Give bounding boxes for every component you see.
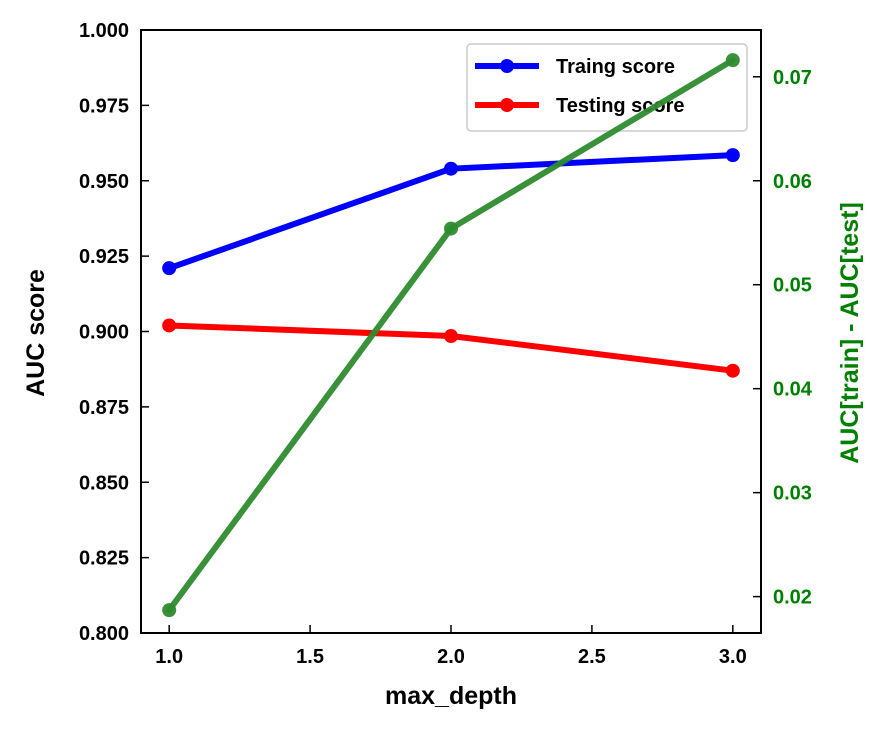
y-tick-label: 0.875: [79, 397, 129, 419]
y-tick-label: 0.975: [79, 95, 129, 117]
y-right-tick-label: 0.07: [773, 67, 812, 89]
y-right-tick-label: 0.06: [773, 171, 812, 193]
y-tick-label: 0.950: [79, 171, 129, 193]
series-point-0: [162, 261, 177, 276]
series-point-2: [444, 221, 458, 236]
x-tick-label: 2.0: [437, 646, 465, 668]
x-axis: 1.0 1.5 2.0 2.5 3.0: [155, 625, 747, 668]
y-axis-right: 0.02 0.03 0.04 0.05 0.06 0.07: [753, 67, 813, 609]
series-point-2: [725, 53, 740, 68]
y-right-tick-label: 0.02: [773, 587, 812, 609]
y-tick-label: 1.000: [79, 20, 129, 42]
y-axis-right-title: AUC[train] - AUC[test]: [836, 202, 864, 464]
y-right-tick-label: 0.04: [773, 379, 813, 401]
x-axis-title: max_depth: [385, 682, 517, 710]
legend-label-training: Traing score: [556, 56, 675, 78]
x-tick-label: 1.0: [155, 646, 183, 668]
y-right-tick-label: 0.05: [773, 275, 812, 297]
y-tick-label: 0.800: [79, 623, 129, 645]
x-tick-label: 1.5: [296, 646, 324, 668]
y-right-tick-label: 0.03: [773, 483, 812, 505]
x-tick-label: 3.0: [719, 646, 747, 668]
y-axis-title: AUC score: [22, 269, 50, 397]
x-tick-label: 2.5: [578, 646, 606, 668]
y-axis-left: 0.800 0.825 0.850 0.875 0.900 0.925 0.950 0.975…: [79, 20, 149, 645]
legend: Traing score Testing score: [466, 43, 748, 132]
y-tick-label: 0.925: [79, 246, 129, 268]
series-point-0: [444, 161, 458, 176]
series-point-1: [725, 363, 740, 378]
legend-marker-training: [500, 59, 514, 73]
series-point-1: [444, 329, 458, 344]
series-point-1: [162, 318, 177, 333]
series-point-2: [162, 603, 177, 618]
series-point-0: [725, 148, 740, 163]
y-tick-label: 0.900: [79, 322, 129, 344]
y-tick-label: 0.850: [79, 472, 129, 494]
legend-marker-testing: [500, 98, 514, 112]
gap-series-layer: [162, 53, 740, 618]
plot-lines: [162, 148, 740, 378]
y-tick-label: 0.825: [79, 548, 129, 570]
